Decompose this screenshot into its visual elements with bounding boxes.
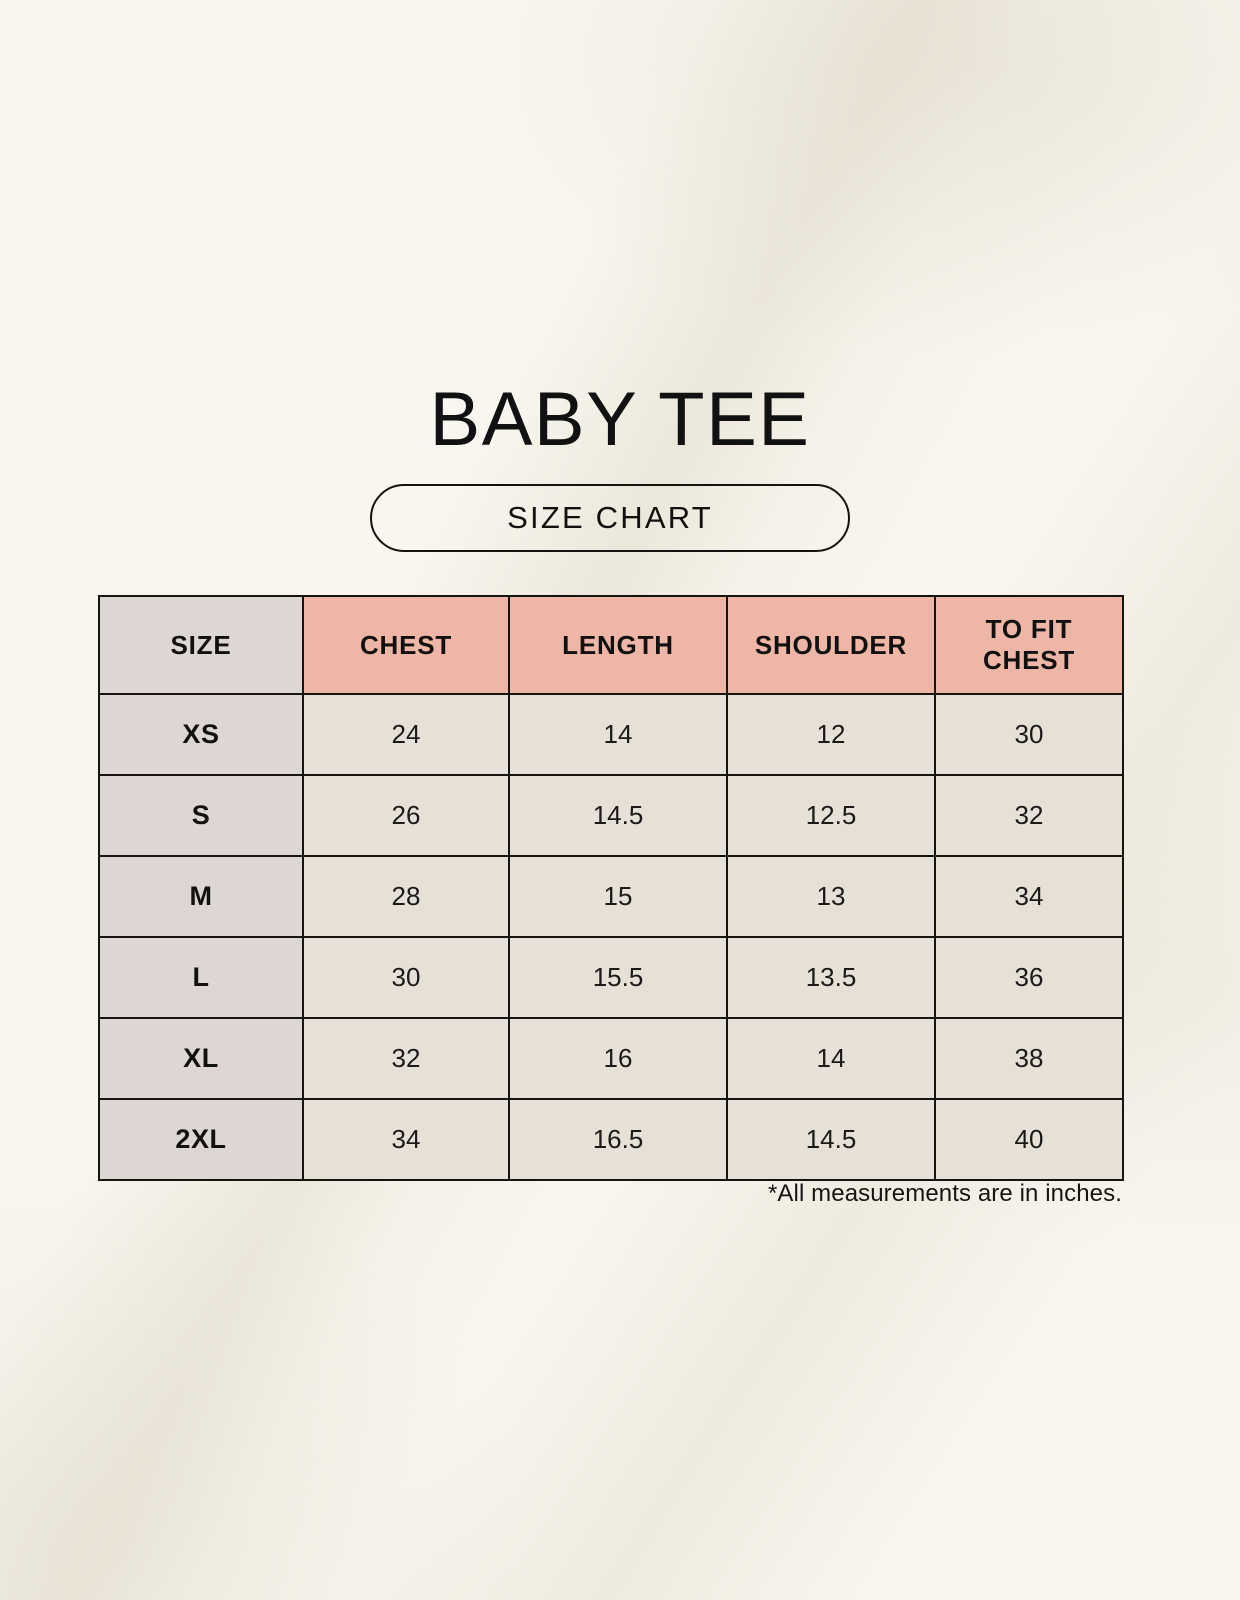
row-size-label: XL bbox=[98, 1017, 304, 1100]
table-row: S 26 14.5 12.5 32 bbox=[98, 774, 1124, 857]
cell-length: 14 bbox=[508, 693, 728, 776]
cell-to-fit-chest: 38 bbox=[934, 1017, 1124, 1100]
cell-to-fit-chest: 40 bbox=[934, 1098, 1124, 1181]
cell-shoulder: 14.5 bbox=[726, 1098, 936, 1181]
table-row: XL 32 16 14 38 bbox=[98, 1017, 1124, 1100]
column-header-length: LENGTH bbox=[508, 595, 728, 695]
page-title: BABY TEE bbox=[429, 376, 811, 462]
size-table-container: SIZE CHEST LENGTH SHOULDER TO FIT CHEST … bbox=[98, 595, 1124, 1181]
column-header-chest: CHEST bbox=[302, 595, 510, 695]
size-chart-pill: SIZE CHART bbox=[370, 484, 850, 552]
column-header-size: SIZE bbox=[98, 595, 304, 695]
size-table-body: XS 24 14 12 30 S 26 14.5 12.5 32 M 28 15 bbox=[98, 693, 1124, 1181]
cell-shoulder: 13.5 bbox=[726, 936, 936, 1019]
cell-length: 14.5 bbox=[508, 774, 728, 857]
table-header-row: SIZE CHEST LENGTH SHOULDER TO FIT CHEST bbox=[98, 595, 1124, 695]
cell-chest: 26 bbox=[302, 774, 510, 857]
cell-chest: 34 bbox=[302, 1098, 510, 1181]
size-table-head: SIZE CHEST LENGTH SHOULDER TO FIT CHEST bbox=[98, 595, 1124, 695]
row-size-label: S bbox=[98, 774, 304, 857]
cell-length: 16 bbox=[508, 1017, 728, 1100]
cell-shoulder: 13 bbox=[726, 855, 936, 938]
cell-length: 15 bbox=[508, 855, 728, 938]
cell-chest: 30 bbox=[302, 936, 510, 1019]
measurement-units-footnote: *All measurements are in inches. bbox=[767, 1180, 1122, 1207]
row-size-label: XS bbox=[98, 693, 304, 776]
table-row: M 28 15 13 34 bbox=[98, 855, 1124, 938]
cell-chest: 32 bbox=[302, 1017, 510, 1100]
cell-shoulder: 12.5 bbox=[726, 774, 936, 857]
size-table: SIZE CHEST LENGTH SHOULDER TO FIT CHEST … bbox=[98, 595, 1124, 1181]
row-size-label: L bbox=[98, 936, 304, 1019]
cell-length: 16.5 bbox=[508, 1098, 728, 1181]
table-row: L 30 15.5 13.5 36 bbox=[98, 936, 1124, 1019]
table-row: 2XL 34 16.5 14.5 40 bbox=[98, 1098, 1124, 1181]
cell-to-fit-chest: 32 bbox=[934, 774, 1124, 857]
column-header-shoulder: SHOULDER bbox=[726, 595, 936, 695]
cell-shoulder: 14 bbox=[726, 1017, 936, 1100]
row-size-label: 2XL bbox=[98, 1098, 304, 1181]
cell-shoulder: 12 bbox=[726, 693, 936, 776]
cell-chest: 24 bbox=[302, 693, 510, 776]
cell-to-fit-chest: 34 bbox=[934, 855, 1124, 938]
cell-to-fit-chest: 36 bbox=[934, 936, 1124, 1019]
row-size-label: M bbox=[98, 855, 304, 938]
cell-chest: 28 bbox=[302, 855, 510, 938]
column-header-to-fit-chest: TO FIT CHEST bbox=[934, 595, 1124, 695]
cell-length: 15.5 bbox=[508, 936, 728, 1019]
table-row: XS 24 14 12 30 bbox=[98, 693, 1124, 776]
cell-to-fit-chest: 30 bbox=[934, 693, 1124, 776]
size-chart-pill-label: SIZE CHART bbox=[507, 500, 713, 535]
